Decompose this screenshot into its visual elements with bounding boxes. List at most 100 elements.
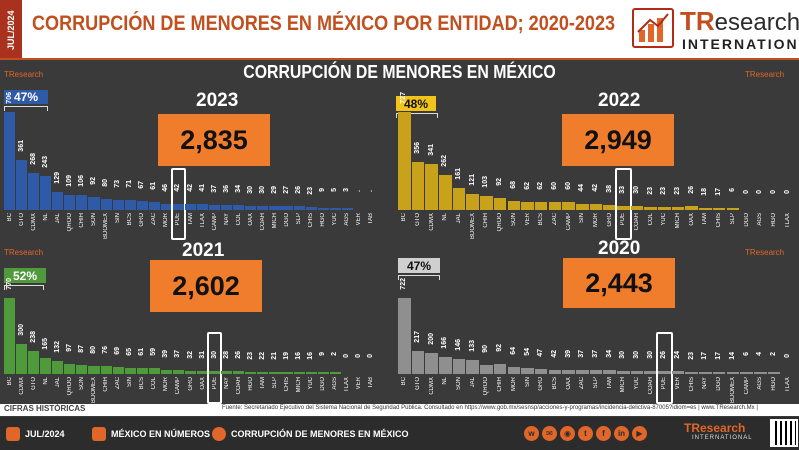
bar-2023-SON bbox=[88, 197, 100, 210]
value-label: 166 bbox=[441, 336, 449, 349]
value-label: 300 bbox=[17, 324, 25, 337]
bar-2020-VER bbox=[671, 371, 685, 374]
value-label: 54 bbox=[523, 348, 531, 357]
category-label: HGO bbox=[770, 213, 777, 227]
social-icon[interactable]: ▶ bbox=[632, 426, 647, 441]
bar-2020-GRO bbox=[534, 369, 548, 374]
category-label: YUC bbox=[634, 377, 641, 390]
category-label: DGO bbox=[716, 377, 723, 391]
value-label: 19 bbox=[283, 352, 291, 360]
category-label: SON bbox=[78, 377, 85, 391]
category-label: ZAC bbox=[151, 213, 158, 225]
bar-2021-DGO bbox=[317, 372, 329, 374]
social-icon[interactable]: f bbox=[596, 426, 611, 441]
speech-icon bbox=[212, 427, 226, 441]
bar-2022-MOR bbox=[589, 204, 603, 210]
category-label: CHIS bbox=[688, 377, 695, 392]
footer-mexico-numeros[interactable]: MÉXICO EN NÚMEROS bbox=[111, 429, 211, 439]
value-label: 27 bbox=[283, 186, 291, 195]
category-label: MOR bbox=[163, 213, 170, 227]
bar-2022-BCS bbox=[534, 201, 548, 210]
category-label: VER bbox=[675, 377, 682, 390]
social-icon[interactable]: ◉ bbox=[560, 426, 575, 441]
category-label: TLAX bbox=[784, 377, 791, 393]
category-label: TAM bbox=[259, 377, 266, 390]
value-label: 106 bbox=[77, 175, 85, 187]
value-label: . bbox=[355, 190, 363, 192]
bar-2023-CAMP bbox=[209, 204, 221, 210]
category-label: TAM bbox=[606, 377, 613, 390]
category-label: CHIS bbox=[284, 377, 291, 392]
value-label: 59 bbox=[150, 348, 158, 356]
category-label: CDMX bbox=[30, 213, 37, 231]
bar-2023-SIN bbox=[112, 199, 124, 210]
category-label: MICH bbox=[271, 213, 278, 229]
category-label: GRO bbox=[606, 213, 613, 227]
highlight-box-2021 bbox=[207, 332, 223, 404]
total-2021: 2,602 bbox=[150, 260, 262, 312]
value-label: 103 bbox=[482, 176, 490, 188]
bar-2020-QROO bbox=[480, 364, 493, 374]
bar-2021-PUE bbox=[209, 371, 221, 374]
social-icon[interactable]: t bbox=[578, 426, 593, 441]
category-label: NL bbox=[442, 213, 449, 221]
year-label-2023: 2023 bbox=[196, 90, 239, 111]
value-label: 6 bbox=[742, 352, 750, 356]
bar-2022-COAH bbox=[630, 205, 644, 210]
category-label: BCS bbox=[538, 213, 545, 226]
value-label: 14 bbox=[728, 352, 736, 360]
value-label: 0 bbox=[756, 190, 764, 194]
value-label: 23 bbox=[674, 186, 682, 195]
year-label-2021: 2021 bbox=[182, 240, 225, 261]
bar-2022-VER bbox=[521, 201, 534, 210]
category-label: COL bbox=[235, 213, 242, 226]
category-label: GRO bbox=[187, 377, 194, 391]
qr-code[interactable] bbox=[770, 419, 798, 447]
bar-2022-BC bbox=[398, 112, 411, 210]
value-label: 30 bbox=[619, 350, 627, 359]
share-brace bbox=[4, 285, 44, 290]
share-2020: 47% bbox=[398, 258, 440, 273]
value-label: 361 bbox=[17, 139, 25, 152]
bar-2021-SIN bbox=[124, 367, 136, 374]
bar-2021-ZAC bbox=[112, 367, 124, 374]
value-label: 4 bbox=[756, 352, 764, 356]
social-icon[interactable]: ✉ bbox=[542, 426, 557, 441]
category-label: BCS bbox=[139, 377, 146, 390]
bar-2020-TAM bbox=[603, 370, 616, 374]
bar-2023-ZAC bbox=[148, 201, 160, 210]
value-label: 6 bbox=[728, 188, 736, 192]
bar-2021-CHIH bbox=[100, 366, 112, 374]
bar-2022-GRO bbox=[603, 204, 616, 210]
category-label: TLAX bbox=[344, 377, 351, 393]
bar-2020-NAY bbox=[699, 372, 712, 374]
bar-2021-CAMP bbox=[172, 370, 184, 374]
value-label: 34 bbox=[605, 350, 613, 359]
bar-2020-BDOMEX bbox=[726, 372, 740, 374]
date-tag: JUL/2024 bbox=[0, 0, 22, 60]
value-label: 44 bbox=[578, 184, 586, 192]
category-label: CDMX bbox=[18, 377, 25, 395]
bar-2021-CDMX bbox=[16, 344, 28, 374]
social-icon[interactable]: w bbox=[524, 426, 539, 441]
category-label: TAB bbox=[368, 213, 375, 225]
value-label: 727 bbox=[400, 92, 408, 104]
value-label: 356 bbox=[413, 142, 421, 154]
category-label: VER bbox=[524, 213, 531, 226]
bar-2022-CHIS bbox=[712, 207, 726, 210]
bar-2023-COL bbox=[233, 205, 245, 210]
value-label: 23 bbox=[246, 351, 254, 360]
category-label: VER bbox=[356, 213, 363, 226]
highlight-box-2020 bbox=[656, 332, 673, 404]
mini-logo: TResearch bbox=[4, 248, 44, 257]
bar-2021-CHIS bbox=[281, 372, 293, 374]
bar-2023-NL bbox=[40, 176, 52, 210]
social-icon[interactable]: in bbox=[614, 426, 629, 441]
category-label: JAL bbox=[54, 377, 61, 388]
value-label: 30 bbox=[258, 185, 266, 194]
value-label: 17 bbox=[715, 187, 723, 196]
bar-2022-QROO bbox=[493, 197, 507, 210]
footer-logo-intl: INTERNATIONAL bbox=[692, 435, 753, 441]
bar-2022-CDMX bbox=[425, 164, 438, 210]
bar-2021-TAM bbox=[257, 371, 269, 374]
